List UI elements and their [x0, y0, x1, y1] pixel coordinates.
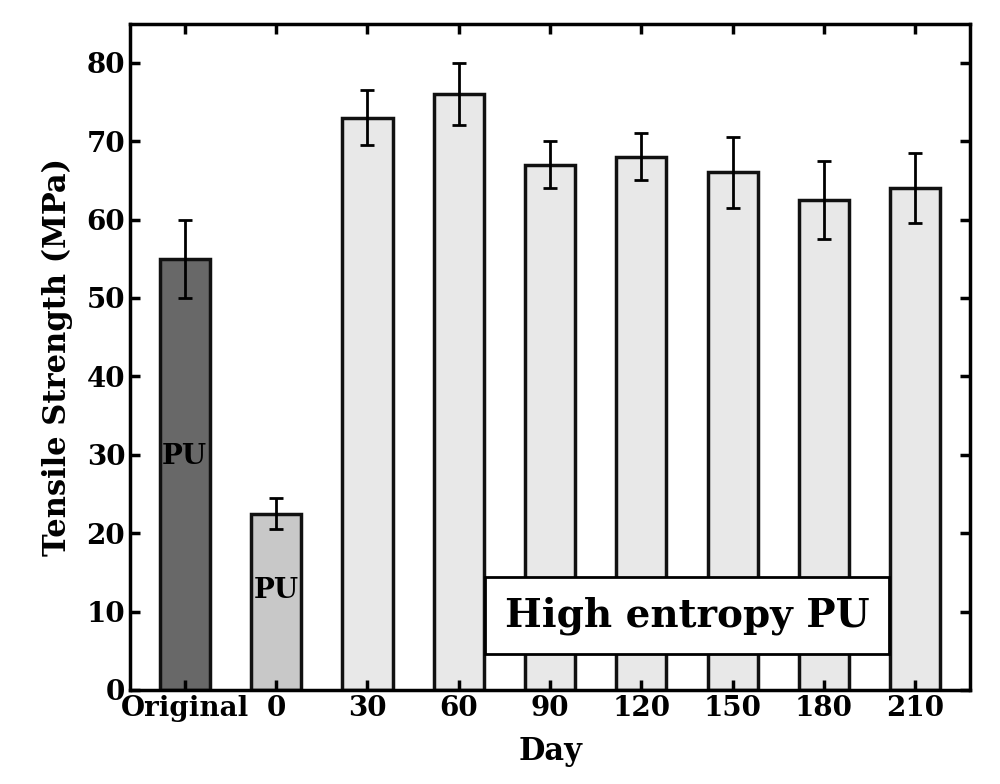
Bar	[525, 165, 575, 690]
Bar	[342, 118, 393, 690]
Bar	[616, 157, 666, 690]
Bar	[799, 200, 849, 690]
Bar	[708, 172, 758, 690]
Bar	[251, 514, 301, 690]
Text: High entropy PU: High entropy PU	[505, 597, 869, 635]
Text: PU: PU	[162, 444, 207, 470]
Bar	[160, 259, 210, 690]
Bar	[434, 94, 484, 690]
Bar	[890, 188, 940, 690]
X-axis label: Day: Day	[518, 735, 582, 767]
Y-axis label: Tensile Strength (MPa): Tensile Strength (MPa)	[41, 158, 73, 556]
Text: PU: PU	[254, 577, 299, 604]
